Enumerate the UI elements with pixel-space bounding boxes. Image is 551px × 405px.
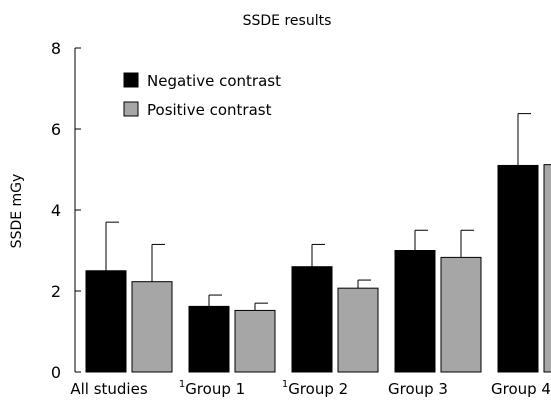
y-tick-label: 8 xyxy=(51,39,61,58)
x-tick-label: 1Group 1 xyxy=(179,379,245,398)
y-tick-label: 4 xyxy=(51,201,61,220)
bar xyxy=(337,287,379,373)
y-tick-label: 6 xyxy=(51,120,61,139)
x-tick-text: Group 2 xyxy=(288,380,348,398)
y-axis-label: SSDE mGy xyxy=(9,174,25,249)
legend-label: Negative contrast xyxy=(147,72,281,90)
bar xyxy=(291,266,333,373)
x-tick-label: All studies xyxy=(70,380,147,398)
chart-title: SSDE results xyxy=(243,13,332,29)
x-tick-superscript: 1 xyxy=(179,379,185,390)
legend-swatch xyxy=(123,72,139,88)
legend-swatch xyxy=(123,101,139,117)
bar xyxy=(131,281,173,373)
x-tick-label: Group 3 xyxy=(388,380,448,398)
x-tick-label: Group 4 xyxy=(491,380,551,398)
legend-label: Positive contrast xyxy=(147,101,272,119)
y-tick-label: 0 xyxy=(51,363,61,382)
x-tick-superscript: 1 xyxy=(282,379,288,390)
bar xyxy=(497,164,539,373)
bar xyxy=(85,270,127,373)
x-tick-label: 1Group 2 xyxy=(282,379,348,398)
bar xyxy=(188,305,230,373)
y-tick-label: 2 xyxy=(51,282,61,301)
bar xyxy=(394,250,436,373)
bar xyxy=(234,309,276,373)
bar xyxy=(440,256,482,373)
legend: Negative contrast Positive contrast xyxy=(123,72,281,119)
bar xyxy=(543,164,551,373)
x-tick-text: Group 1 xyxy=(185,380,245,398)
